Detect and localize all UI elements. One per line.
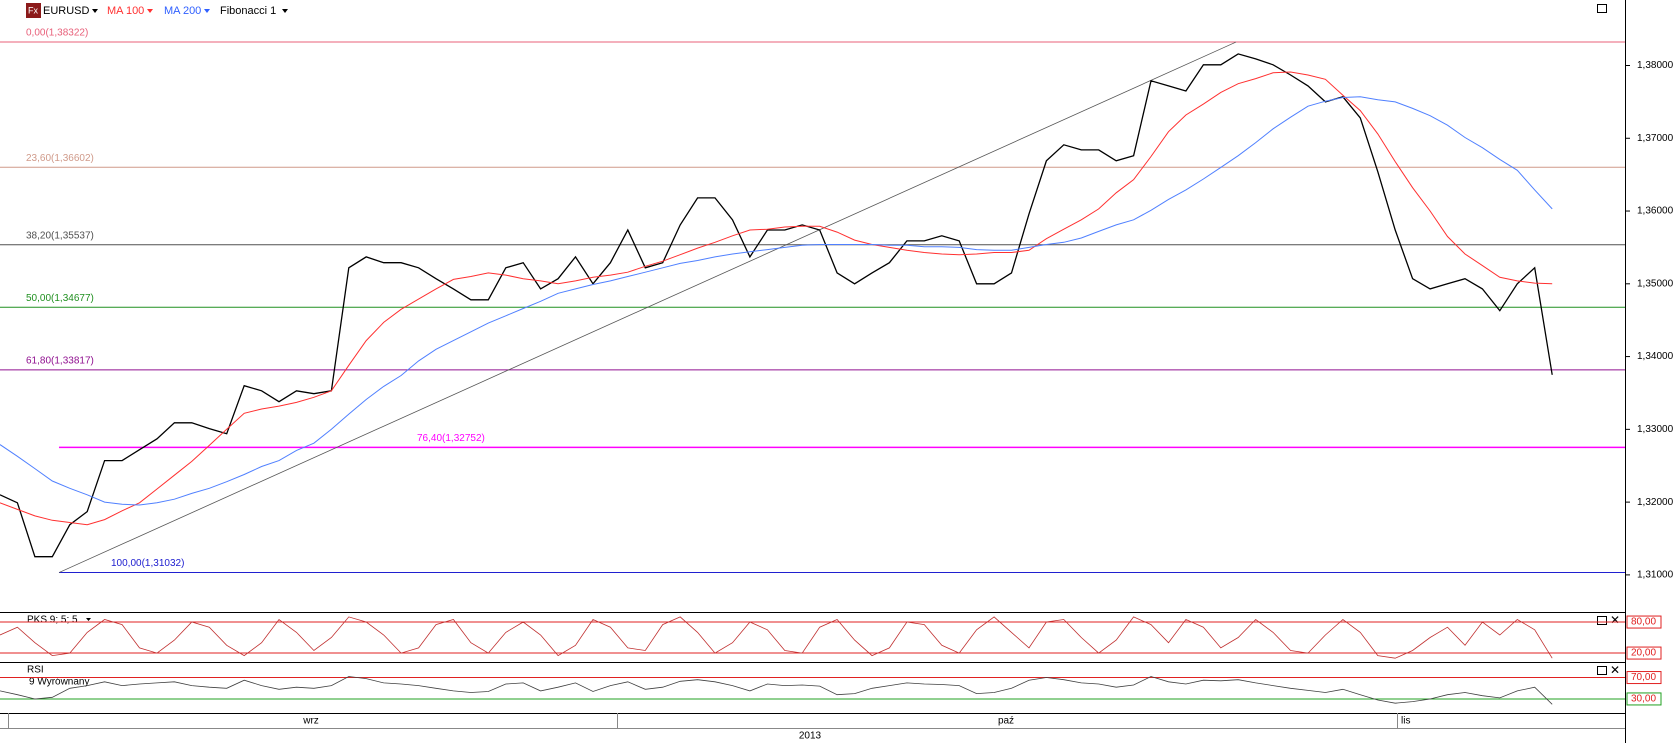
dropdown-arrow[interactable] (204, 9, 210, 13)
y-tick-label: 1,37000 (1637, 133, 1674, 144)
month-label: lis (1401, 716, 1410, 727)
dropdown-arrow[interactable] (92, 9, 98, 13)
fib-label: 23,60(1,36602) (26, 153, 94, 164)
dropdown-arrow[interactable] (282, 9, 288, 13)
fibonacci-menu[interactable]: Fibonacci 1 (220, 5, 276, 17)
close-button[interactable]: ✕ (1610, 613, 1620, 627)
maximize-button[interactable] (1597, 4, 1607, 13)
level-label-box (1626, 615, 1662, 629)
series-line (0, 71, 1553, 526)
month-label: paź (998, 716, 1014, 727)
ma100-menu[interactable]: MA 100 (107, 5, 144, 17)
level-label-box (1626, 671, 1662, 685)
fib-label: 38,20(1,35537) (26, 230, 94, 241)
series-line (0, 676, 1553, 705)
y-tick-label: 1,31000 (1637, 570, 1674, 581)
level-label: 30,00 (1631, 694, 1656, 705)
fib-label: 76,40(1,32752) (417, 433, 485, 444)
y-tick-label: 1,38000 (1637, 60, 1674, 71)
fib-label: 0,00(1,38322) (26, 28, 88, 39)
level-label-box (1626, 692, 1662, 706)
level-label-box (1626, 646, 1662, 660)
level-label: 80,00 (1631, 617, 1656, 628)
maximize-button[interactable] (1597, 666, 1607, 675)
y-tick-label: 1,35000 (1637, 278, 1674, 289)
y-tick-label: 1,34000 (1637, 351, 1674, 362)
y-tick-label: 1,36000 (1637, 206, 1674, 217)
series-line (0, 616, 1553, 659)
close-button[interactable]: ✕ (1610, 663, 1620, 677)
series-line (0, 53, 1553, 558)
y-tick-label: 1,32000 (1637, 497, 1674, 508)
rsi-subtitle: 9 Wyrównany (29, 677, 90, 688)
ma200-menu[interactable]: MA 200 (164, 5, 201, 17)
level-label: 70,00 (1631, 672, 1656, 683)
fx-icon-label: Fx (28, 5, 38, 15)
year-label: 2013 (799, 731, 822, 742)
rsi-title[interactable]: RSI (27, 665, 44, 676)
fib-label: 50,00(1,34677) (26, 293, 94, 304)
y-tick-label: 1,33000 (1637, 424, 1674, 435)
dropdown-arrow[interactable] (86, 618, 91, 621)
symbol-menu[interactable]: EURUSD (43, 5, 90, 17)
pks-title[interactable]: PKS 9; 5; 5 (27, 615, 78, 626)
fib-label: 61,80(1,33817) (26, 356, 94, 367)
fib-label: 100,00(1,31032) (111, 558, 184, 569)
level-label: 20,00 (1631, 648, 1656, 659)
month-label: wrz (302, 716, 319, 727)
fx-icon[interactable] (26, 3, 41, 18)
dropdown-arrow[interactable] (147, 9, 153, 13)
series-line (0, 96, 1553, 506)
maximize-button[interactable] (1597, 616, 1607, 625)
fib-trendline (58, 41, 1237, 573)
